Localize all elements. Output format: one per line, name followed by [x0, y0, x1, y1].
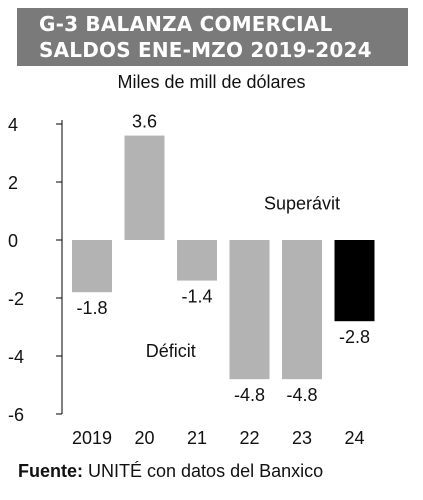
- data-label: 3.6: [132, 112, 157, 132]
- data-label: -4.8: [234, 385, 265, 405]
- x-tick-label: 21: [187, 428, 207, 448]
- x-tick-label: 24: [344, 428, 364, 448]
- data-label: -1.4: [181, 287, 212, 307]
- bar: [229, 240, 270, 380]
- bar: [72, 240, 112, 293]
- source-label: Fuente:: [18, 461, 83, 481]
- y-tick-label: -2: [8, 289, 24, 309]
- bar: [334, 240, 375, 322]
- chart-annotation: Déficit: [146, 341, 196, 361]
- y-tick-label: 0: [8, 231, 18, 251]
- x-tick-label: 2019: [72, 428, 112, 448]
- data-label: -2.8: [339, 327, 370, 347]
- data-label: -4.8: [286, 385, 317, 405]
- chart-annotation: Superávit: [264, 193, 340, 213]
- x-tick-label: 20: [134, 428, 154, 448]
- chart-title-box: G-3 BALANZA COMERCIAL SALDOS ENE-MZO 201…: [17, 8, 408, 66]
- chart-title-line-2: SALDOS ENE-MZO 2019-2024: [39, 38, 372, 62]
- bar: [282, 240, 322, 380]
- chart-title-line-1: G-3 BALANZA COMERCIAL: [39, 12, 333, 36]
- bar-chart: 420-2-4-6-1.820193.620-1.421-4.822-4.823…: [8, 112, 375, 448]
- bar: [124, 135, 165, 240]
- source-text: UNITÉ con datos del Banxico: [88, 461, 324, 481]
- y-tick-label: 2: [8, 173, 18, 193]
- chart-units-label: Miles de mill de dólares: [117, 72, 306, 92]
- x-tick-label: 22: [239, 428, 259, 448]
- x-tick-label: 23: [292, 428, 312, 448]
- bar: [177, 240, 217, 281]
- y-tick-label: -4: [8, 347, 24, 367]
- y-tick-label: -6: [8, 405, 24, 425]
- data-label: -1.8: [76, 298, 107, 318]
- source-note: Fuente: UNITÉ con datos del Banxico: [18, 461, 323, 482]
- y-tick-label: 4: [8, 115, 18, 135]
